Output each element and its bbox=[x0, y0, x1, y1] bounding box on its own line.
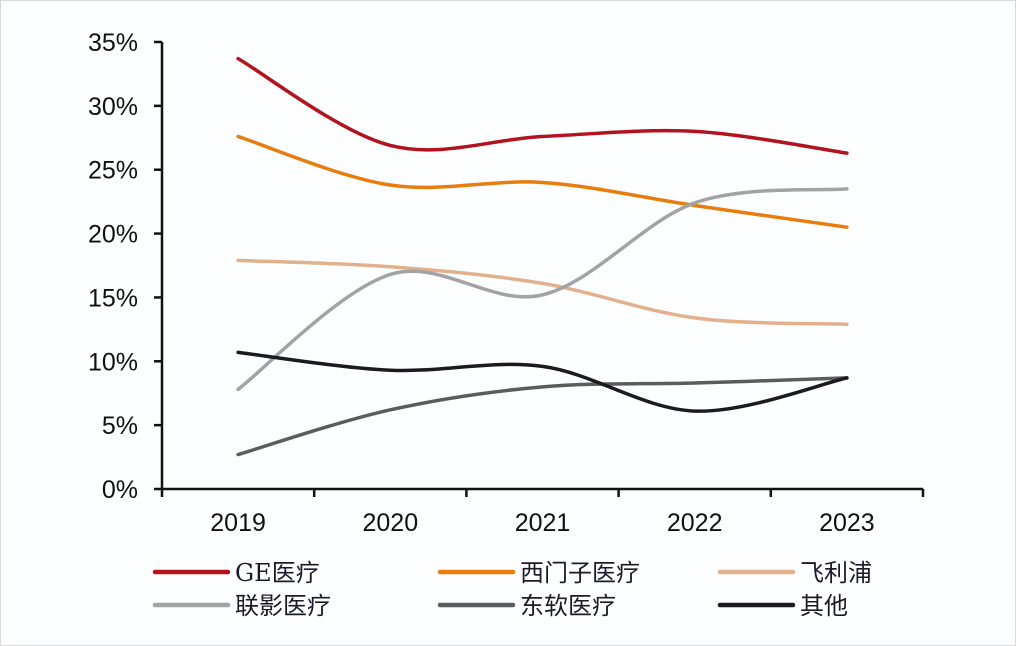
legend-label: 飞利浦 bbox=[800, 559, 872, 587]
legend-label: 其他 bbox=[800, 592, 848, 620]
legend-label: 西门子医疗 bbox=[520, 559, 640, 587]
legend-label: 东软医疗 bbox=[520, 592, 616, 620]
y-tick-label: 25% bbox=[88, 157, 138, 185]
series-line-3 bbox=[236, 187, 849, 392]
x-tick-label: 2022 bbox=[667, 509, 723, 537]
x-tick-label: 2020 bbox=[362, 509, 418, 537]
y-tick-label: 10% bbox=[88, 348, 138, 376]
legend-item: GE医疗 bbox=[152, 559, 320, 587]
y-tick-label: 20% bbox=[88, 221, 138, 249]
series-line-1 bbox=[236, 134, 849, 229]
series-line-4 bbox=[236, 376, 849, 457]
series-line-2 bbox=[236, 258, 849, 326]
x-tick-label: 2019 bbox=[210, 509, 266, 537]
y-tick-label: 0% bbox=[102, 476, 138, 504]
axes: 0% 5% 10% 15% 20% 25% 30% 35% 2019 2020 2021 2022 20… bbox=[88, 29, 925, 537]
y-tick-label: 35% bbox=[88, 29, 138, 57]
legend-label: 联影医疗 bbox=[235, 592, 331, 620]
series-line-5 bbox=[236, 350, 849, 413]
legend-item: 东软医疗 bbox=[437, 592, 616, 620]
y-tick-label: 30% bbox=[88, 93, 138, 121]
x-tick-label: 2021 bbox=[515, 509, 571, 537]
y-tick-label: 15% bbox=[88, 284, 138, 312]
legend-item: 其他 bbox=[717, 592, 848, 620]
y-tick-label: 5% bbox=[102, 412, 138, 440]
legend-item: 西门子医疗 bbox=[437, 559, 640, 587]
series-layer bbox=[236, 56, 849, 457]
legend-label: GE医疗 bbox=[235, 559, 320, 587]
series-line-0 bbox=[236, 56, 849, 155]
x-tick-label: 2023 bbox=[819, 509, 875, 537]
legend-item: 飞利浦 bbox=[717, 559, 872, 587]
legend-item: 联影医疗 bbox=[152, 592, 331, 620]
